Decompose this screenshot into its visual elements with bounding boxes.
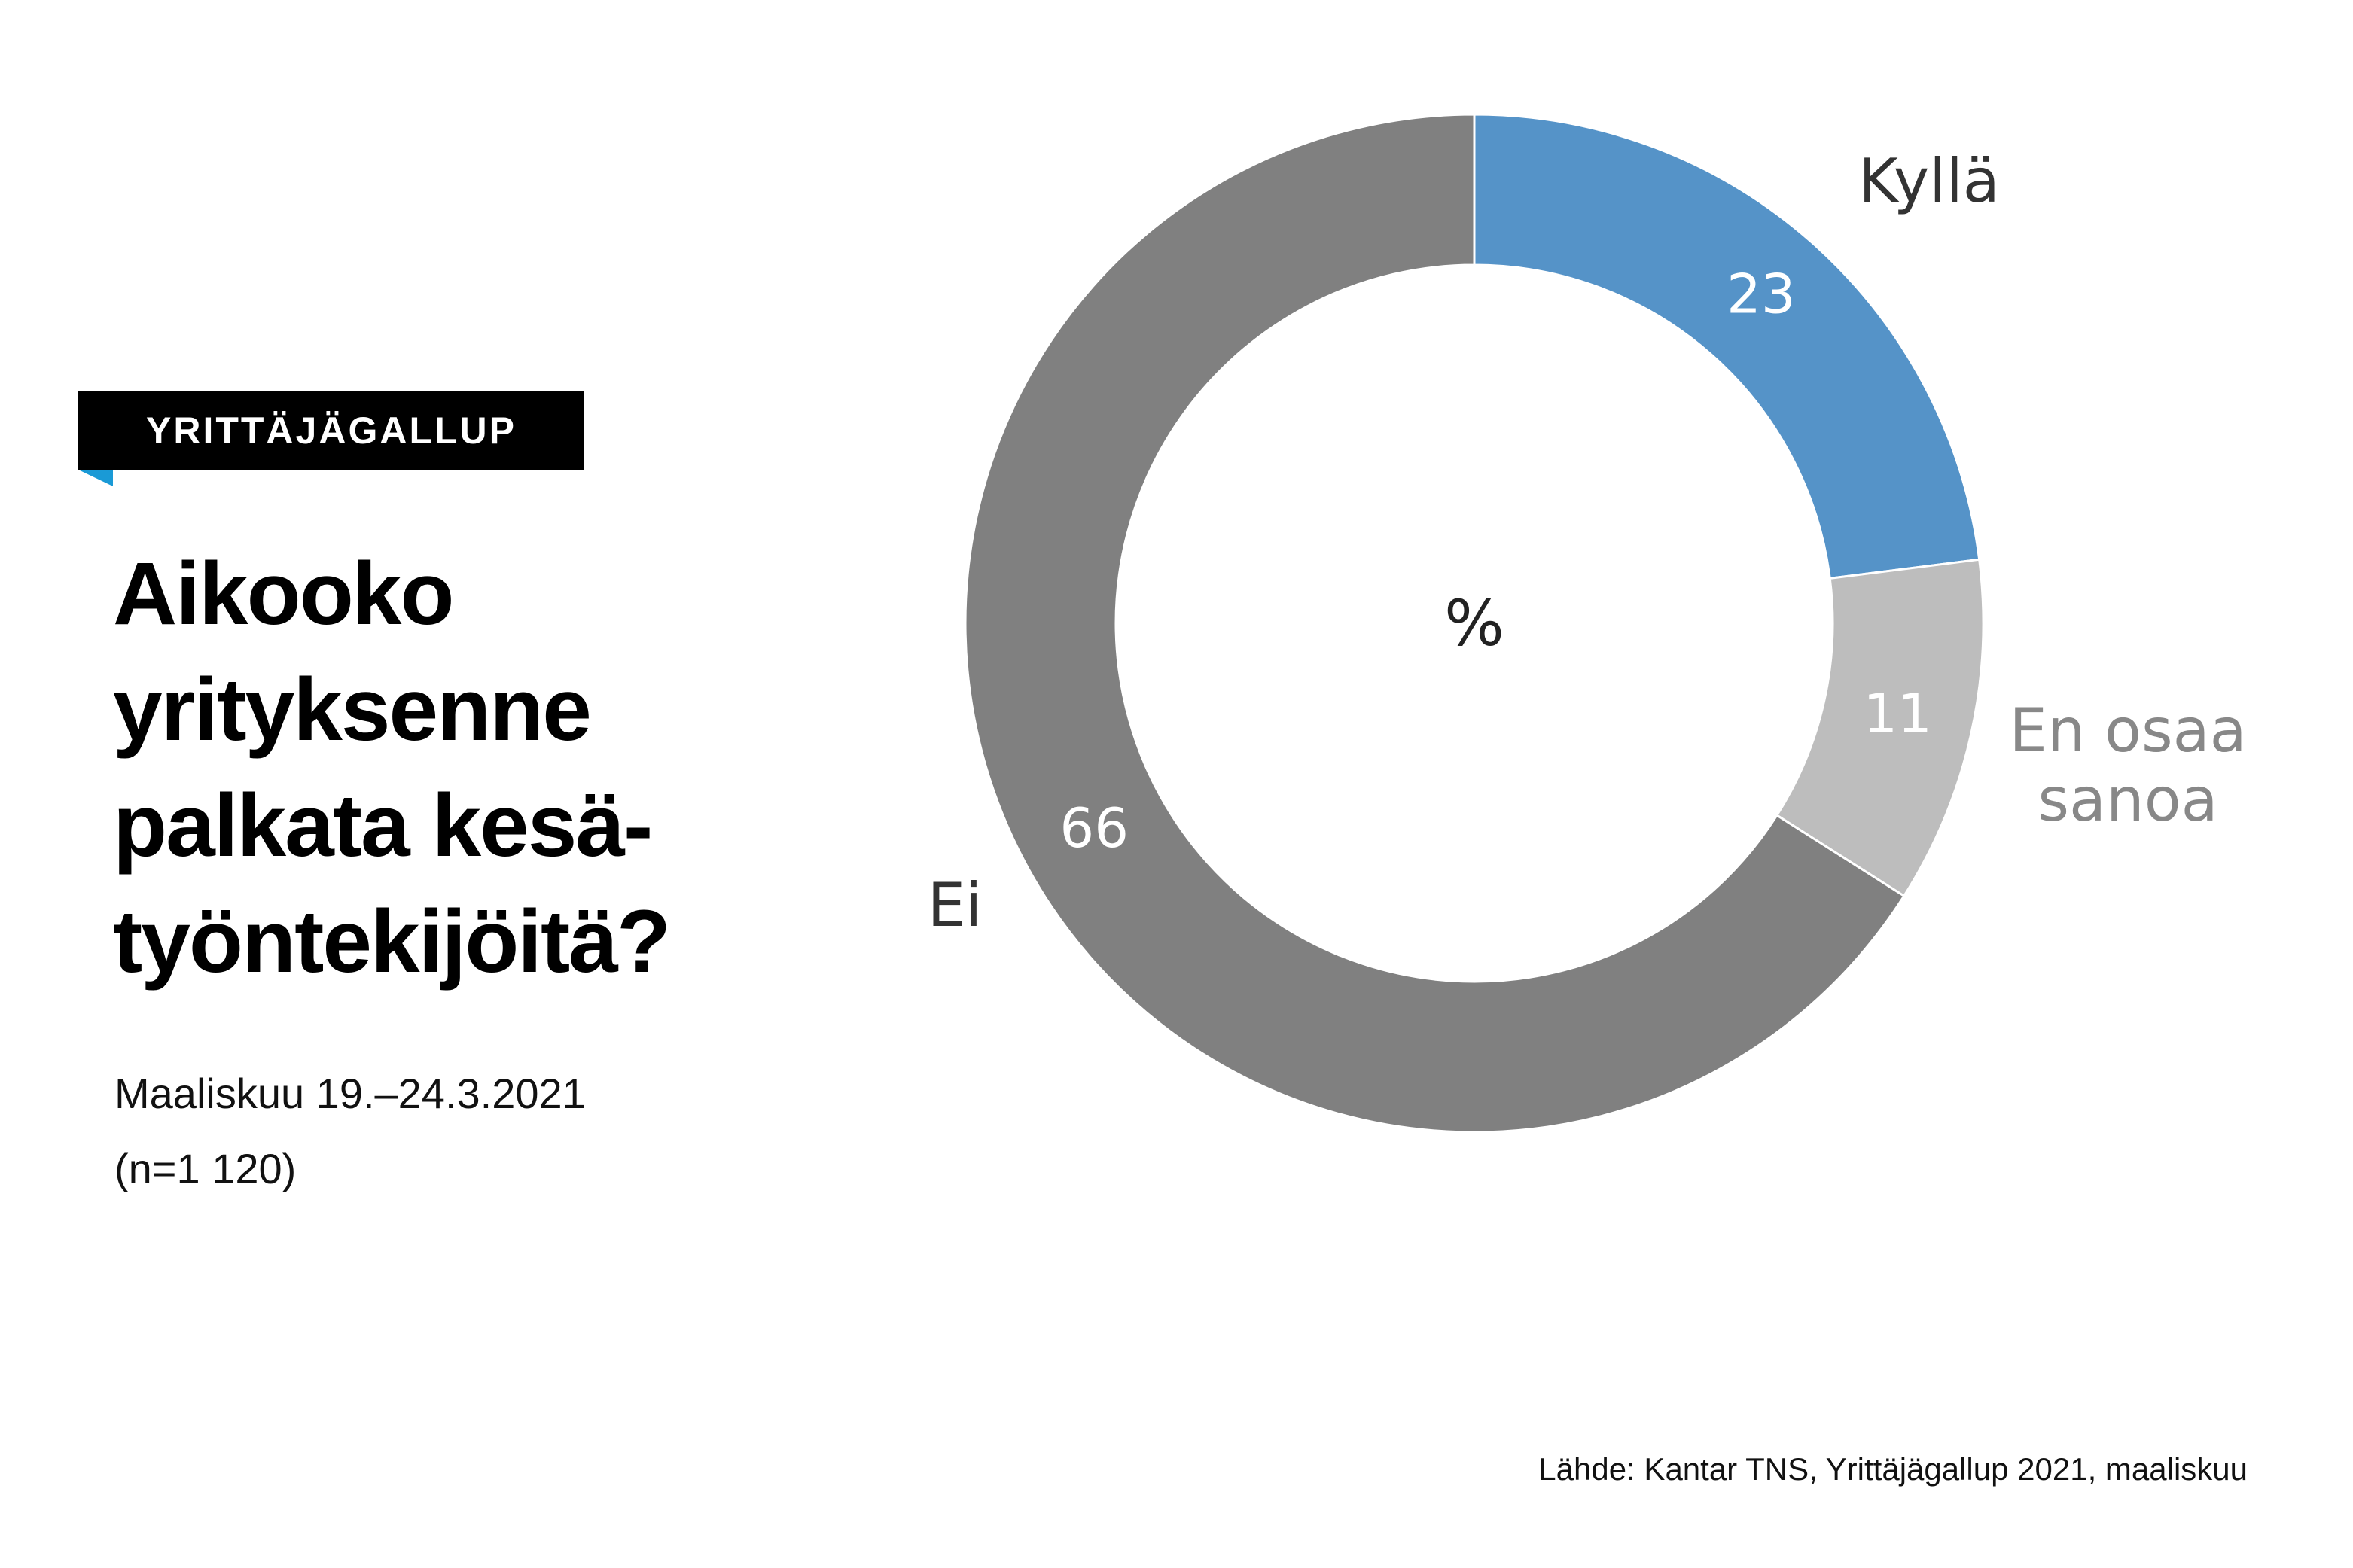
sample-size: (n=1 120) bbox=[114, 1145, 297, 1192]
category-label: Kyllä bbox=[1858, 146, 1999, 216]
title: Aikooko yrityksenne palkata kesä-työntek… bbox=[113, 544, 671, 991]
slice bbox=[1473, 113, 1981, 580]
value-label: 11 bbox=[1863, 682, 1932, 745]
source: Lähde: Kantar TNS, Yrittäjägallup 2021, … bbox=[1538, 1451, 2248, 1487]
center-label: % bbox=[1444, 586, 1504, 660]
badge-accent bbox=[78, 470, 113, 486]
value-label: 66 bbox=[1059, 796, 1129, 860]
value-label: 23 bbox=[1727, 262, 1796, 325]
category-label: En osaa sanoa bbox=[2009, 696, 2246, 835]
badge: YRITTÄJÄGALLUP bbox=[78, 391, 584, 470]
slice bbox=[964, 113, 1906, 1134]
subtitle: Maaliskuu 19.–24.3.2021 bbox=[114, 1070, 586, 1117]
category-label: Ei bbox=[928, 870, 983, 940]
